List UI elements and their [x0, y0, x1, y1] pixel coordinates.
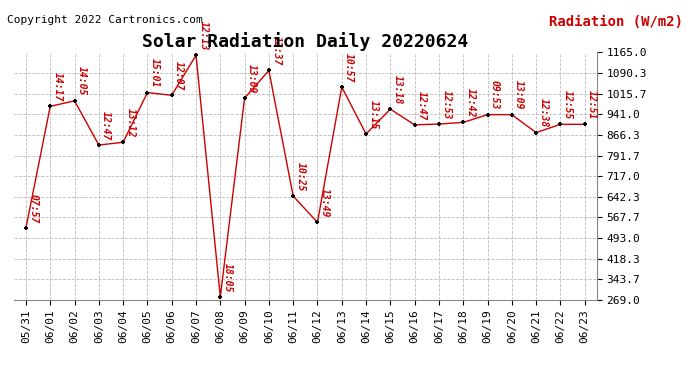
Text: 12:55: 12:55 — [563, 90, 573, 119]
Point — [239, 95, 250, 101]
Text: 18:05: 18:05 — [223, 262, 233, 292]
Text: 10:25: 10:25 — [295, 162, 306, 191]
Point — [117, 139, 128, 145]
Point — [506, 112, 518, 118]
Point — [555, 122, 566, 128]
Point — [385, 106, 396, 112]
Text: 13:49: 13:49 — [320, 188, 330, 218]
Point — [361, 131, 372, 137]
Point — [166, 92, 177, 98]
Text: 12:47: 12:47 — [417, 90, 427, 120]
Text: 13:12: 13:12 — [126, 108, 135, 137]
Text: 12:53: 12:53 — [442, 90, 451, 119]
Point — [579, 122, 590, 128]
Text: 13:09: 13:09 — [514, 80, 524, 110]
Text: Copyright 2022 Cartronics.com: Copyright 2022 Cartronics.com — [7, 15, 203, 25]
Text: Radiation (W/m2): Radiation (W/m2) — [549, 15, 683, 29]
Title: Solar Radiation Daily 20220624: Solar Radiation Daily 20220624 — [142, 32, 469, 51]
Point — [21, 225, 32, 231]
Point — [433, 121, 444, 127]
Point — [264, 68, 275, 74]
Text: 12:42: 12:42 — [466, 88, 475, 117]
Point — [312, 219, 323, 225]
Text: 14:05: 14:05 — [77, 66, 87, 96]
Point — [457, 119, 469, 125]
Text: 12:13: 12:13 — [199, 21, 208, 50]
Text: 12:07: 12:07 — [174, 61, 184, 90]
Text: 09:53: 09:53 — [490, 80, 500, 110]
Point — [142, 90, 153, 96]
Text: 13:09: 13:09 — [247, 64, 257, 93]
Point — [215, 294, 226, 300]
Point — [336, 84, 347, 90]
Text: 13:15: 13:15 — [368, 100, 379, 129]
Point — [69, 98, 80, 104]
Point — [409, 122, 420, 128]
Text: 13:18: 13:18 — [393, 75, 403, 104]
Text: 10:57: 10:57 — [344, 53, 354, 82]
Text: 07:57: 07:57 — [28, 194, 39, 223]
Text: 12:51: 12:51 — [587, 90, 597, 119]
Point — [93, 142, 104, 148]
Text: 15:01: 15:01 — [150, 58, 160, 88]
Text: 12:47: 12:47 — [101, 111, 111, 140]
Text: 12:38: 12:38 — [539, 98, 549, 128]
Point — [288, 193, 299, 199]
Point — [45, 104, 56, 110]
Point — [482, 112, 493, 118]
Point — [531, 130, 542, 136]
Point — [190, 52, 201, 58]
Text: 14:17: 14:17 — [52, 72, 63, 101]
Text: 12:37: 12:37 — [271, 36, 282, 66]
